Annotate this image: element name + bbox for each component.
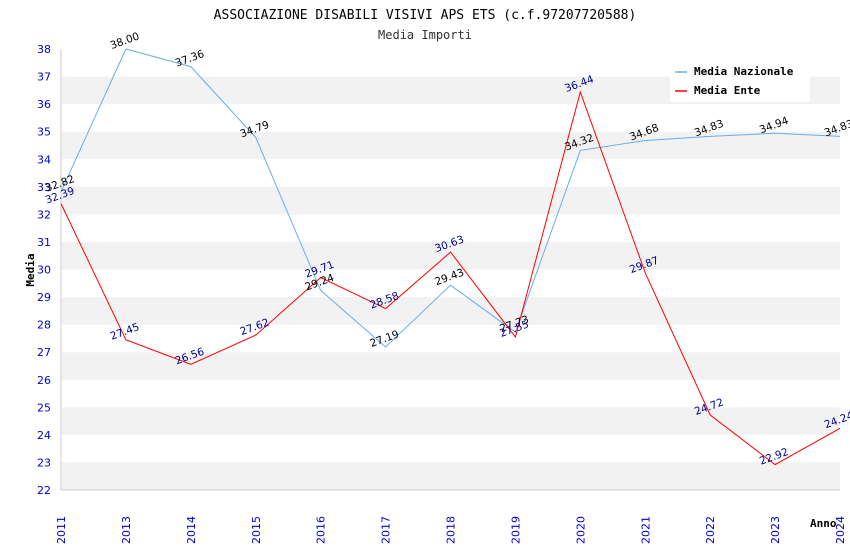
x-axis-ticks: 2011 2013 2014 2015 2016 2017 2018 2019 2020 2021… [55, 516, 847, 544]
x-tick-label: 2018 [445, 516, 458, 544]
y-tick-label: 34 [37, 153, 51, 166]
series-lines [60, 48, 841, 466]
grid-band [61, 269, 840, 298]
y-tick-label: 30 [37, 264, 51, 277]
x-tick-label: 2011 [55, 516, 68, 544]
grid-band [61, 462, 840, 490]
y-tick-label: 24 [37, 429, 51, 442]
legend: Media Nazionale Media Ente [670, 60, 810, 102]
y-tick-label: 33 [37, 181, 51, 194]
grid-band [61, 324, 840, 353]
x-tick-label: 2017 [380, 516, 393, 544]
y-axis-ticks: 22 23 24 25 26 27 28 29 30 31 32 33 34 35 36 37 38 [37, 43, 51, 497]
x-tick-label: 2022 [704, 516, 717, 544]
axes [60, 49, 840, 491]
y-axis-label: Media [24, 253, 37, 286]
x-tick-label: 2023 [769, 516, 782, 544]
grid-band [61, 434, 840, 463]
x-tick-label: 2021 [639, 516, 652, 544]
data-label: 38.00 [109, 30, 141, 52]
x-tick-label: 2015 [250, 516, 263, 544]
y-tick-label: 31 [37, 236, 51, 249]
legend-label-nazionale: Media Nazionale [694, 65, 794, 78]
grid-band [61, 352, 840, 380]
grid-band [61, 379, 840, 408]
y-tick-label: 23 [37, 456, 51, 469]
legend-label-ente: Media Ente [694, 84, 761, 97]
grid-band [61, 104, 840, 132]
y-tick-label: 28 [37, 319, 51, 332]
y-tick-label: 29 [37, 291, 51, 304]
y-tick-label: 27 [37, 346, 51, 359]
x-tick-label: 2013 [120, 516, 133, 544]
grid-band [61, 186, 840, 215]
legend-background [670, 60, 810, 102]
grid-band [61, 241, 840, 270]
x-axis-label: Anno [810, 517, 837, 530]
series-line-ente [60, 90, 841, 466]
grid-band [61, 214, 840, 242]
y-tick-label: 36 [37, 98, 51, 111]
y-tick-label: 25 [37, 401, 51, 414]
grid-band [61, 407, 840, 435]
grid-band [61, 297, 840, 325]
y-tick-label: 38 [37, 43, 51, 56]
series-line-nazionale [60, 48, 841, 348]
x-tick-label: 2014 [185, 516, 198, 544]
y-tick-label: 32 [37, 208, 51, 221]
grid-bands [61, 49, 840, 490]
x-tick-label: 2024 [834, 516, 847, 544]
x-tick-label: 2019 [509, 516, 522, 544]
y-tick-label: 37 [37, 71, 51, 84]
y-tick-label: 22 [37, 484, 51, 497]
grid-band [61, 159, 840, 187]
y-tick-label: 26 [37, 374, 51, 387]
x-tick-label: 2016 [315, 516, 328, 544]
y-tick-label: 35 [37, 126, 51, 139]
chart-subtitle: Media Importi [378, 28, 472, 42]
chart-title: ASSOCIAZIONE DISABILI VISIVI APS ETS (c.… [214, 8, 637, 23]
x-tick-label: 2020 [574, 516, 587, 544]
